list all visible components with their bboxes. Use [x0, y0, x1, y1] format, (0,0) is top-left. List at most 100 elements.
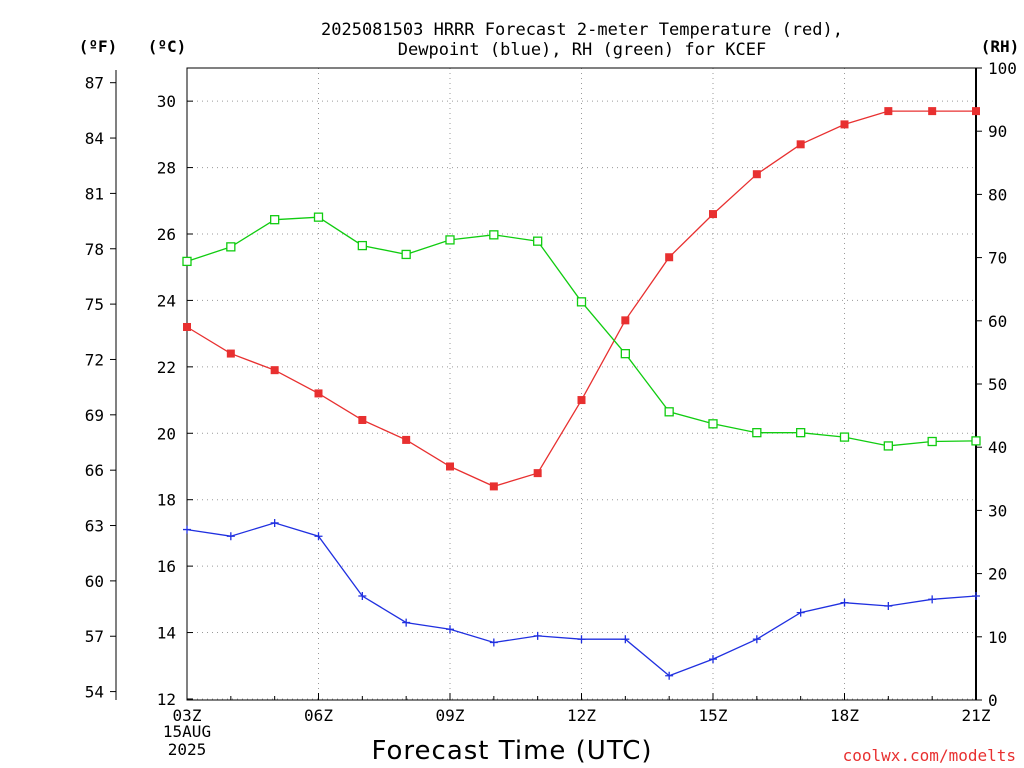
rh-point — [927, 436, 937, 447]
fahrenheit-tick-label: 72 — [85, 350, 104, 369]
fahrenheit-tick-label: 66 — [85, 461, 104, 480]
rh-tick-label: 60 — [988, 312, 1007, 331]
rh-point — [576, 297, 587, 307]
rh-tick-label: 20 — [988, 565, 1007, 584]
fahrenheit-tick-label: 60 — [85, 572, 104, 591]
dewpoint-point — [709, 655, 717, 664]
2-meter-temperature-point — [270, 366, 279, 375]
rh-series — [182, 212, 981, 451]
axis-ticks: 12 14 16 18 20 22 24 26 28 30 54 57 60 63 66 69 72 75 78 81… — [85, 59, 1017, 725]
2-meter-temperature-point — [314, 389, 323, 398]
rh-point — [445, 235, 455, 245]
2-meter-temperature-point — [226, 349, 235, 358]
fahrenheit-tick-label: 57 — [85, 627, 104, 646]
dewpoint-point — [796, 608, 805, 617]
celsius-tick-label: 14 — [157, 624, 176, 643]
2-meter-temperature-point — [183, 322, 191, 331]
2-meter-temperature-point — [446, 462, 454, 471]
fahrenheit-tick-label: 81 — [85, 184, 104, 203]
celsius-tick-label: 22 — [157, 358, 176, 377]
chart-title-line2: Dewpoint (blue), RH (green) for KCEF — [398, 40, 766, 60]
rh-line — [186, 216, 977, 447]
dewpoint-point — [884, 601, 893, 610]
2-meter-temperature-point — [796, 140, 805, 149]
rh-tick-label: 40 — [988, 438, 1007, 457]
rh-point — [182, 256, 192, 267]
2-meter-temperature-point — [358, 415, 367, 424]
celsius-tick-label: 26 — [157, 225, 176, 244]
dewpoint-point — [489, 638, 498, 647]
rh-point — [971, 436, 981, 446]
rh-point — [620, 349, 630, 359]
x-tick-label: 09Z — [436, 706, 465, 725]
data-series — [182, 107, 981, 680]
rh-point — [357, 240, 367, 251]
rh-point — [796, 428, 806, 438]
x-tick-label: 21Z — [962, 706, 991, 725]
fahrenheit-tick-label: 75 — [85, 295, 104, 314]
dewpoint-point — [314, 532, 323, 541]
rh-tick-label: 0 — [988, 691, 998, 710]
dewpoint-point — [533, 631, 542, 640]
2-meter-temperature-point — [621, 316, 630, 325]
celsius-tick-label: 18 — [157, 491, 176, 510]
dewpoint-point — [577, 635, 586, 644]
chart-title-line1: 2025081503 HRRR Forecast 2-meter Tempera… — [321, 20, 843, 40]
fahrenheit-tick-label: 69 — [85, 406, 104, 425]
dewpoint-point — [621, 635, 630, 644]
rh-unit-label: (RH) — [981, 37, 1020, 56]
grid-lines — [187, 68, 976, 700]
rh-tick-label: 10 — [988, 628, 1007, 647]
dewpoint-line — [186, 522, 977, 677]
dewpoint-point — [402, 618, 411, 627]
fahrenheit-tick-label: 84 — [85, 129, 104, 148]
rh-point — [313, 212, 324, 222]
dewpoint-point — [972, 592, 980, 601]
celsius-tick-label: 12 — [157, 690, 176, 709]
fahrenheit-tick-label: 78 — [85, 240, 104, 259]
rh-tick-label: 100 — [988, 59, 1017, 78]
2-meter-temperature-point — [489, 482, 498, 491]
x-tick-label: 15Z — [699, 706, 728, 725]
2-meter-temperature-point — [533, 469, 542, 478]
fahrenheit-unit-label: (ºF) — [79, 37, 118, 56]
dewpoint-point — [665, 671, 674, 680]
dewpoint-point — [928, 595, 937, 604]
rh-point — [708, 419, 718, 429]
dewpoint-point — [226, 532, 235, 541]
rh-point — [401, 249, 411, 260]
credit-link[interactable]: coolwx.com/modelts — [843, 746, 1016, 765]
fahrenheit-tick-label: 63 — [85, 517, 104, 536]
rh-point — [839, 432, 850, 442]
fahrenheit-tick-label: 54 — [85, 683, 104, 702]
dewpoint-point — [358, 592, 367, 601]
rh-tick-label: 80 — [988, 185, 1007, 204]
rh-tick-label: 30 — [988, 501, 1007, 520]
rh-point — [226, 242, 236, 252]
rh-tick-label: 70 — [988, 249, 1007, 268]
2-meter-temperature-point — [752, 170, 761, 179]
celsius-tick-label: 16 — [157, 557, 176, 576]
2-meter-temperature-point — [840, 120, 849, 129]
2-meter-temperature-point — [665, 253, 674, 262]
celsius-tick-label: 28 — [157, 159, 176, 178]
dewpoint-point — [840, 598, 849, 607]
date-label-year: 2025 — [168, 740, 207, 759]
dewpoint-point — [270, 518, 279, 527]
rh-point — [752, 428, 762, 438]
dewpoint-series — [183, 518, 980, 680]
2-meter-temperature-point — [972, 107, 980, 116]
x-tick-label: 18Z — [830, 706, 859, 725]
celsius-tick-label: 24 — [157, 291, 176, 310]
x-axis-label: Forecast Time (UTC) — [371, 736, 652, 766]
2-meter-temperature-point — [577, 396, 586, 405]
rh-point — [883, 441, 893, 451]
rh-point — [533, 236, 543, 246]
2-meter-temperature-point — [884, 107, 893, 116]
dewpoint-point — [183, 525, 191, 534]
dewpoint-point — [752, 635, 761, 644]
date-label-day: 15AUG — [163, 722, 211, 741]
rh-point — [664, 407, 674, 417]
celsius-unit-label: (ºC) — [148, 37, 187, 56]
